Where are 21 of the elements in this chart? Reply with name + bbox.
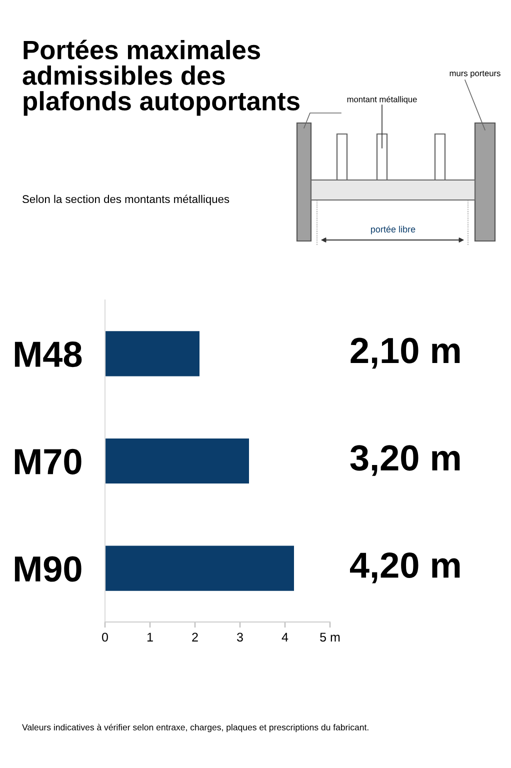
text: montant métallique <box>347 96 417 104</box>
y-tick-label: M48 <box>14 342 82 368</box>
x-tick-label: 0 <box>102 632 108 642</box>
data-label: 2,10 m <box>350 338 460 369</box>
x-tick-label: 4 <box>282 632 288 642</box>
bar <box>105 546 294 591</box>
text: Valeurs indicatives à vérifier selon entraxe, charges, plaques et prescriptions du fabricant. <box>22 724 368 732</box>
data-label: 4,20 m <box>350 552 460 584</box>
x-tick-label: 1 <box>147 632 153 642</box>
bar <box>105 438 249 484</box>
y-tick-label: M70 <box>14 448 82 474</box>
x-tick-label: 5 m <box>320 632 340 642</box>
y-tick-label: M90 <box>14 556 82 582</box>
chart-title: Portées maximales admissibles des plafonds autoportants <box>22 40 300 116</box>
x-tick-label: 3 <box>237 632 243 642</box>
chart-subtitle: Selon la section des montants métalliques <box>22 194 230 206</box>
text: murs porteurs <box>450 70 500 78</box>
data-label: 3,20 m <box>350 445 460 476</box>
x-tick-label: 2 <box>192 632 198 642</box>
text: portée libre <box>371 226 416 234</box>
bar <box>105 331 200 376</box>
